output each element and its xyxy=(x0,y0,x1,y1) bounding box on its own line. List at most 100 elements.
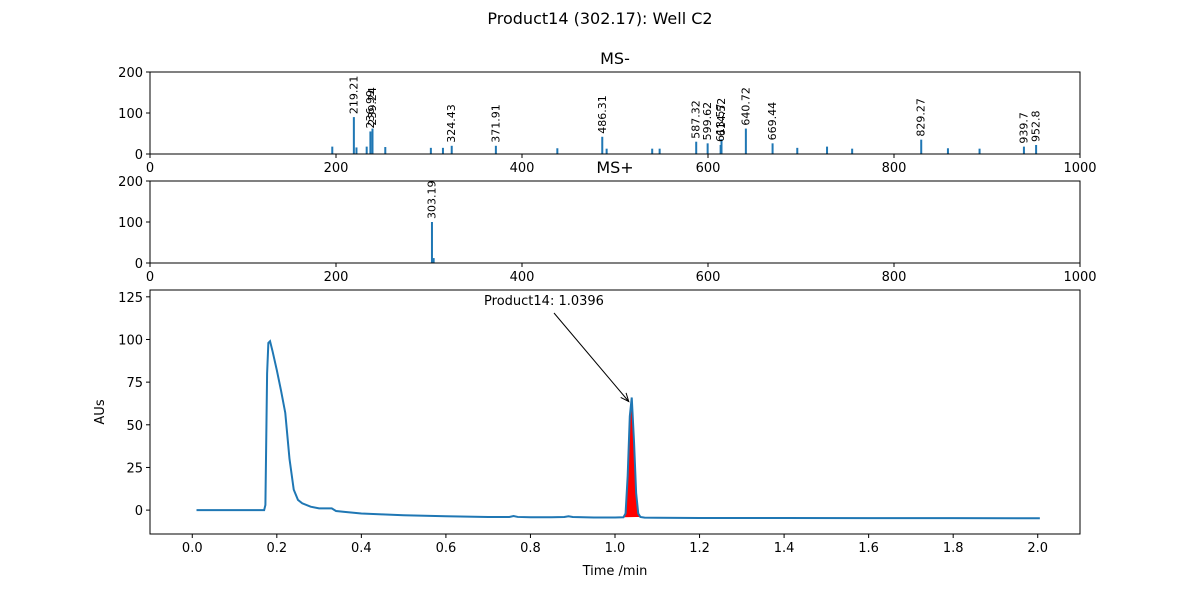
ms-minus-peak xyxy=(771,143,774,154)
chromatogram-x-tick-label: 1.6 xyxy=(858,541,879,556)
chromatogram-x-tick-label: 0.6 xyxy=(436,541,457,556)
ms-plus-x-tick-label: 0 xyxy=(146,270,154,285)
ms-minus-x-tick-label: 400 xyxy=(510,161,535,176)
ms-minus-y-tick-label: 200 xyxy=(118,66,143,81)
ms-minus-peak xyxy=(352,117,355,154)
ms-minus-x-tick-label: 0 xyxy=(146,161,154,176)
ms-minus-peak xyxy=(601,136,604,154)
chromatogram-x-tick-label: 0.2 xyxy=(266,541,287,556)
chromatogram-panel: Product14: 1.0396 0.0 0.2 0.4 0.6 0.8 1.0 1.2 1… xyxy=(93,289,1081,579)
ms-plus-x-tick-label: 800 xyxy=(882,270,907,285)
y-axis-label: AUs xyxy=(93,399,108,424)
ms-plus-peak-label: 303.19 xyxy=(425,181,438,220)
x-axis-label: Time /min xyxy=(582,564,648,579)
ms-minus-peak xyxy=(658,148,661,154)
chromatogram-y-tick-label: 75 xyxy=(126,376,143,391)
ms-minus-peak xyxy=(946,148,949,154)
ms-minus-peak xyxy=(720,139,723,154)
ms-minus-axes-ticks: 0 200 400 600 800 1000 0 100 200 xyxy=(118,66,1096,176)
ms-minus-peak xyxy=(384,147,387,154)
ms-minus-peak-label: 939.7 xyxy=(1017,112,1030,144)
ms-minus-peak xyxy=(556,148,559,154)
ms-minus-peak-label: 239.24 xyxy=(366,87,379,126)
ms-minus-peak-label: 599.62 xyxy=(701,102,714,141)
ms-minus-peak-label: 236.99 xyxy=(364,90,377,129)
ms-minus-peak-label: 324.43 xyxy=(445,104,458,143)
ms-minus-peak xyxy=(371,128,374,154)
ms-minus-x-tick-label: 1000 xyxy=(1063,161,1096,176)
ms-minus-peak xyxy=(651,148,654,154)
ms-minus-peak xyxy=(355,147,358,154)
ms-minus-peak-label: 371.91 xyxy=(489,104,502,143)
ms-minus-peak xyxy=(978,148,981,154)
ms-plus-y-tick-label: 0 xyxy=(135,257,143,272)
ms-minus-peak xyxy=(920,139,923,154)
ms-minus-title: MS- xyxy=(600,49,630,68)
ms-minus-peak-label: 613.57 xyxy=(714,103,727,142)
ms-plus-title: MS+ xyxy=(596,158,633,177)
ms-minus-y-tick-label: 100 xyxy=(118,107,143,122)
chromatogram-x-tick-label: 0.0 xyxy=(182,541,203,556)
chromatogram-y-tick-label: 25 xyxy=(126,461,143,476)
ms-minus-peak xyxy=(369,131,372,154)
chromatogram-x-tick-label: 2.0 xyxy=(1027,541,1048,556)
ms-minus-peak-label: 614.52 xyxy=(715,98,728,137)
ms-minus-peak-label: 952.8 xyxy=(1030,110,1043,142)
ms-minus-peak xyxy=(429,147,432,154)
ms-minus-y-tick-label: 0 xyxy=(135,148,143,163)
ms-minus-peak xyxy=(494,145,497,154)
ms-minus-peak xyxy=(605,148,608,154)
ms-minus-peak xyxy=(744,128,747,154)
ms-minus-peak xyxy=(1035,144,1038,154)
ms-minus-peak xyxy=(365,146,368,154)
ms-minus-x-tick-label: 800 xyxy=(882,161,907,176)
chromatogram-x-tick-label: 0.8 xyxy=(520,541,541,556)
chromatogram-x-tick-label: 1.2 xyxy=(689,541,710,556)
ms-minus-peak xyxy=(706,143,709,154)
ms-minus-peak xyxy=(851,148,854,154)
product-annotation: Product14: 1.0396 xyxy=(484,294,630,403)
ms-plus-peak xyxy=(430,222,433,263)
ms-minus-peaks xyxy=(331,117,1038,154)
ms-minus-peak-label: 587.32 xyxy=(690,100,703,139)
ms-minus-peak xyxy=(450,145,453,154)
chromatogram-x-tick-label: 1.4 xyxy=(774,541,795,556)
ms-plus-y-tick-label: 200 xyxy=(118,175,143,190)
ms-minus-peak-label: 829.27 xyxy=(915,98,928,137)
chromatogram-frame xyxy=(149,289,1081,535)
ms-plus-peak-labels: 303.19 xyxy=(425,181,438,220)
ms-plus-peaks xyxy=(430,222,435,263)
ms-plus-peak xyxy=(432,258,435,263)
ms-minus-frame xyxy=(149,71,1081,155)
ms-plus-frame xyxy=(149,180,1081,264)
annotation-arrowhead xyxy=(620,392,630,403)
ms-minus-peak-label: 219.21 xyxy=(347,76,360,115)
annotation-label: Product14: 1.0396 xyxy=(484,294,604,309)
chromatogram-y-tick-label: 0 xyxy=(135,504,143,519)
ms-minus-peak xyxy=(331,146,334,154)
ms-plus-x-tick-label: 200 xyxy=(324,270,349,285)
ms-plus-y-tick-label: 100 xyxy=(118,216,143,231)
chromatogram-x-tick-label: 1.0 xyxy=(605,541,626,556)
ms-minus-peak-label: 669.44 xyxy=(766,102,779,141)
ms-minus-x-tick-label: 600 xyxy=(696,161,721,176)
chromatogram-trace xyxy=(196,339,1040,520)
chromatogram-y-tick-label: 50 xyxy=(126,419,143,434)
ms-plus-axes-ticks: 0 200 400 600 800 1000 0 100 200 xyxy=(118,175,1096,285)
annotation-arrow xyxy=(553,312,630,402)
chromatogram-axes-ticks: 0.0 0.2 0.4 0.6 0.8 1.0 1.2 1.4 1.6 1.8 2.0 0 25 50 75… xyxy=(118,291,1048,556)
ms-minus-peak xyxy=(796,147,799,154)
ms-minus-peak xyxy=(826,146,829,154)
chromatogram-y-tick-label: 100 xyxy=(118,333,143,348)
ms-plus-x-tick-label: 600 xyxy=(696,270,721,285)
chromatogram-x-tick-label: 0.4 xyxy=(351,541,372,556)
ms-minus-peak-label: 640.72 xyxy=(739,87,752,126)
ms-minus-peak xyxy=(441,147,444,154)
chromatogram-x-tick-label: 1.8 xyxy=(943,541,964,556)
ms-minus-peak xyxy=(695,141,698,154)
ms-minus-x-tick-label: 200 xyxy=(324,161,349,176)
